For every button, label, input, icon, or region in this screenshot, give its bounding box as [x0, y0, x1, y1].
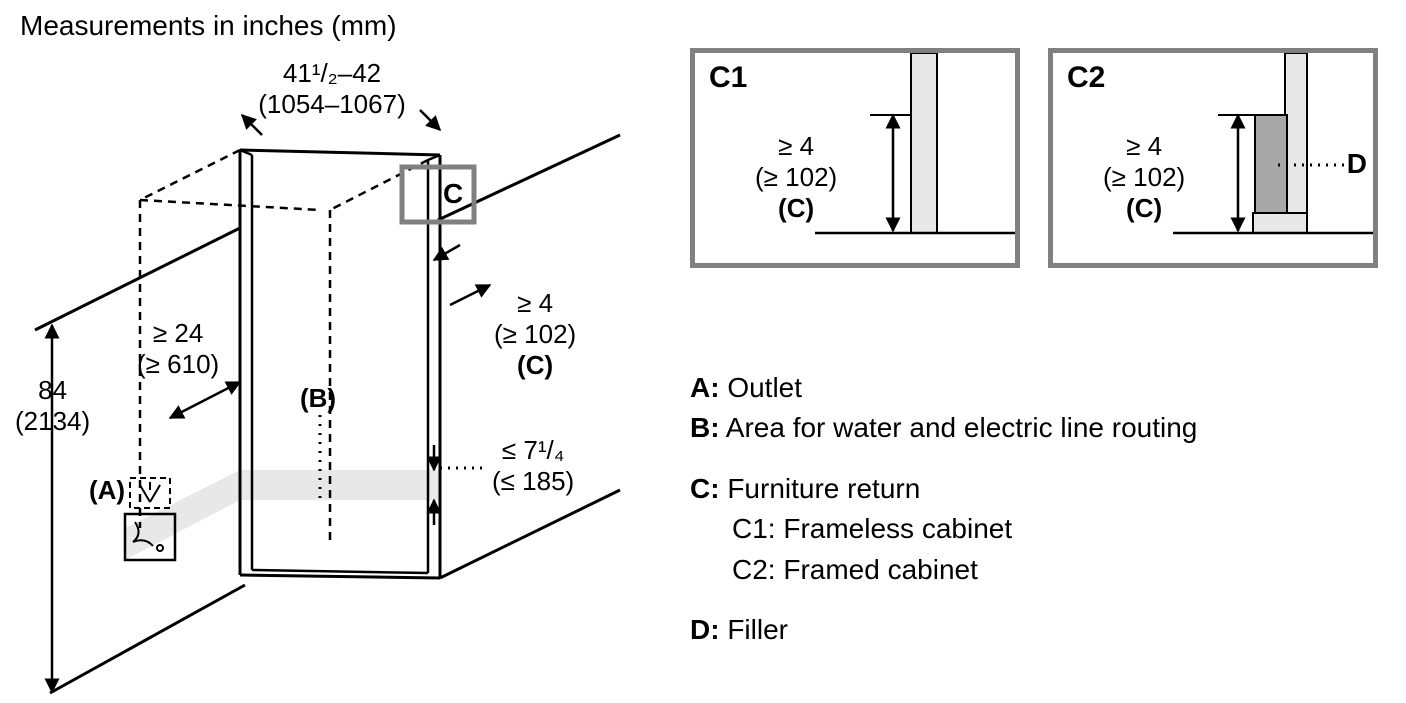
dim-return-mm: (≥ 102): [494, 319, 576, 350]
c2-dim: ≥ 4 (≥ 102) (C): [1103, 131, 1185, 225]
dim-depth-in: ≥ 24: [137, 318, 219, 349]
label-c: C: [443, 178, 463, 210]
dim-width-mm: (1054–1067): [242, 89, 422, 120]
panel-c2-svg: [1053, 53, 1373, 263]
legend-c1-text: Frameless cabinet: [783, 513, 1012, 544]
legend-a: A: Outlet: [690, 370, 1197, 406]
c2-dim-in: ≥ 4: [1103, 131, 1185, 162]
dim-return-key: (C): [494, 350, 576, 381]
c1-dim-in: ≥ 4: [755, 131, 837, 162]
legend-c1: C1: Frameless cabinet: [690, 511, 1197, 547]
legend-c2-text: Framed cabinet: [783, 554, 978, 585]
c2-filler-label: D: [1347, 148, 1367, 180]
page-title: Measurements in inches (mm): [20, 10, 397, 42]
legend-d: D: Filler: [690, 612, 1197, 648]
panel-c1-svg: [695, 53, 1015, 263]
c2-dim-key: (C): [1103, 193, 1185, 224]
main-diagram: 41¹/₂–42 (1054–1067) 84 (2134) ≥ 24 (≥ 6…: [10, 50, 630, 700]
detail-panel-c2: C2 ≥ 4 (≥ 102) (C) D: [1048, 48, 1378, 268]
dim-return: ≥ 4 (≥ 102) (C): [494, 288, 576, 382]
dim-width: 41¹/₂–42 (1054–1067): [242, 58, 422, 120]
c1-dim-mm: (≥ 102): [755, 162, 837, 193]
dim-band-in: ≤ 7¹/₄: [492, 435, 574, 466]
dim-band-mm: (≤ 185): [492, 466, 574, 497]
legend: A: Outlet B: Area for water and electric…: [690, 370, 1197, 652]
dim-height: 84 (2134): [15, 375, 90, 437]
dim-height-in: 84: [15, 375, 90, 406]
legend-c: C: Furniture return: [690, 471, 1197, 507]
dim-depth-mm: (≥ 610): [137, 349, 219, 380]
legend-a-text: Outlet: [727, 372, 802, 403]
legend-d-text: Filler: [727, 614, 788, 645]
detail-panel-c1: C1 ≥ 4 (≥ 102) (C): [690, 48, 1020, 268]
dim-band: ≤ 7¹/₄ (≤ 185): [492, 435, 574, 497]
legend-b-text: Area for water and electric line routing: [726, 412, 1198, 443]
dim-height-mm: (2134): [15, 406, 90, 437]
c2-dim-mm: (≥ 102): [1103, 162, 1185, 193]
dim-depth: ≥ 24 (≥ 610): [137, 318, 219, 380]
label-b: (B): [300, 383, 336, 414]
c1-dim: ≥ 4 (≥ 102) (C): [755, 131, 837, 225]
legend-c-text: Furniture return: [727, 473, 920, 504]
legend-b: B: Area for water and electric line rout…: [690, 410, 1197, 446]
label-a: (A): [89, 475, 125, 506]
dim-return-in: ≥ 4: [494, 288, 576, 319]
dim-width-in: 41¹/₂–42: [242, 58, 422, 89]
legend-c2: C2: Framed cabinet: [690, 552, 1197, 588]
c1-dim-key: (C): [755, 193, 837, 224]
